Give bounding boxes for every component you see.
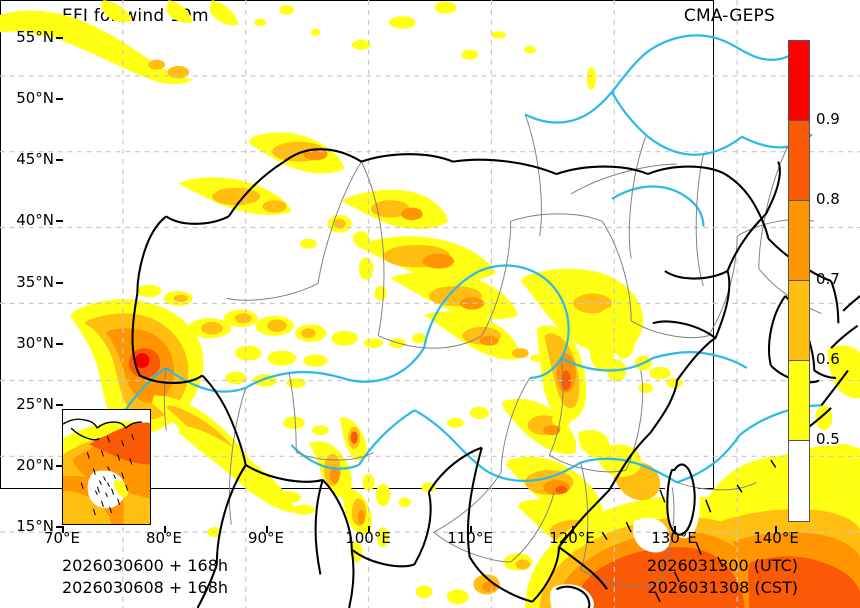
y-tick-mark xyxy=(56,220,63,222)
x-tick-mark xyxy=(674,526,676,533)
y-tick-label: 45°N xyxy=(16,150,54,168)
y-tick-mark xyxy=(56,343,63,345)
y-tick-mark xyxy=(56,282,63,284)
colorbar-band-above-0.9 xyxy=(789,41,809,121)
province-boundaries xyxy=(163,114,822,587)
run-time-cst-label: 2026030608 + 168h xyxy=(62,578,229,597)
y-tick-mark xyxy=(56,404,63,406)
x-tick-label: 130°E xyxy=(651,529,697,547)
x-tick-mark xyxy=(470,526,472,533)
colorbar-band-0.6-0.7 xyxy=(789,281,809,361)
y-tick-mark xyxy=(56,526,63,528)
run-time-utc-label: 2026030600 + 168h xyxy=(62,556,229,575)
south-china-sea-inset-map xyxy=(62,409,151,525)
colorbar-tick-label: 0.9 xyxy=(816,110,840,128)
x-tick-label: 70°E xyxy=(43,529,81,547)
valid-time-cst-label: 2026031308 (CST) xyxy=(647,578,798,597)
colorbar-tick-label: 0.5 xyxy=(816,430,840,448)
x-tick-mark xyxy=(164,526,166,533)
colorbar-band-below-0.5 xyxy=(789,441,809,521)
y-tick-label: 15°N xyxy=(16,517,54,535)
y-tick-mark xyxy=(56,465,63,467)
x-tick-label: 120°E xyxy=(549,529,595,547)
colorbar-tick-label: 0.8 xyxy=(816,190,840,208)
y-tick-mark xyxy=(56,159,63,161)
y-tick-mark xyxy=(56,37,63,39)
x-tick-label: 100°E xyxy=(345,529,391,547)
colorbar-tick-label: 0.6 xyxy=(816,350,840,368)
x-tick-label: 140°E xyxy=(753,529,799,547)
colorbar-band-0.8-0.9 xyxy=(789,121,809,201)
national-borders xyxy=(131,148,860,608)
y-tick-label: 20°N xyxy=(16,456,54,474)
y-tick-label: 50°N xyxy=(16,89,54,107)
valid-time-utc-label: 2026031300 (UTC) xyxy=(646,556,798,575)
y-tick-label: 40°N xyxy=(16,211,54,229)
x-tick-mark xyxy=(775,526,777,533)
x-tick-mark xyxy=(62,526,64,533)
x-tick-mark xyxy=(572,526,574,533)
model-name-label: CMA-GEPS xyxy=(683,6,775,26)
y-tick-label: 30°N xyxy=(16,334,54,352)
y-tick-label: 55°N xyxy=(16,28,54,46)
colorbar xyxy=(788,40,810,522)
y-tick-label: 35°N xyxy=(16,273,54,291)
x-tick-label: 80°E xyxy=(145,529,183,547)
x-tick-label: 110°E xyxy=(447,529,493,547)
y-tick-mark xyxy=(56,98,63,100)
colorbar-band-0.5-0.6 xyxy=(789,361,809,441)
inset-canvas xyxy=(63,410,150,524)
x-tick-mark xyxy=(368,526,370,533)
island-detail-strokes xyxy=(601,459,777,603)
x-tick-mark xyxy=(266,526,268,533)
colorbar-band-0.7-0.8 xyxy=(789,201,809,281)
x-tick-label: 90°E xyxy=(247,529,285,547)
colorbar-tick-label: 0.7 xyxy=(816,270,840,288)
y-tick-label: 25°N xyxy=(16,395,54,413)
